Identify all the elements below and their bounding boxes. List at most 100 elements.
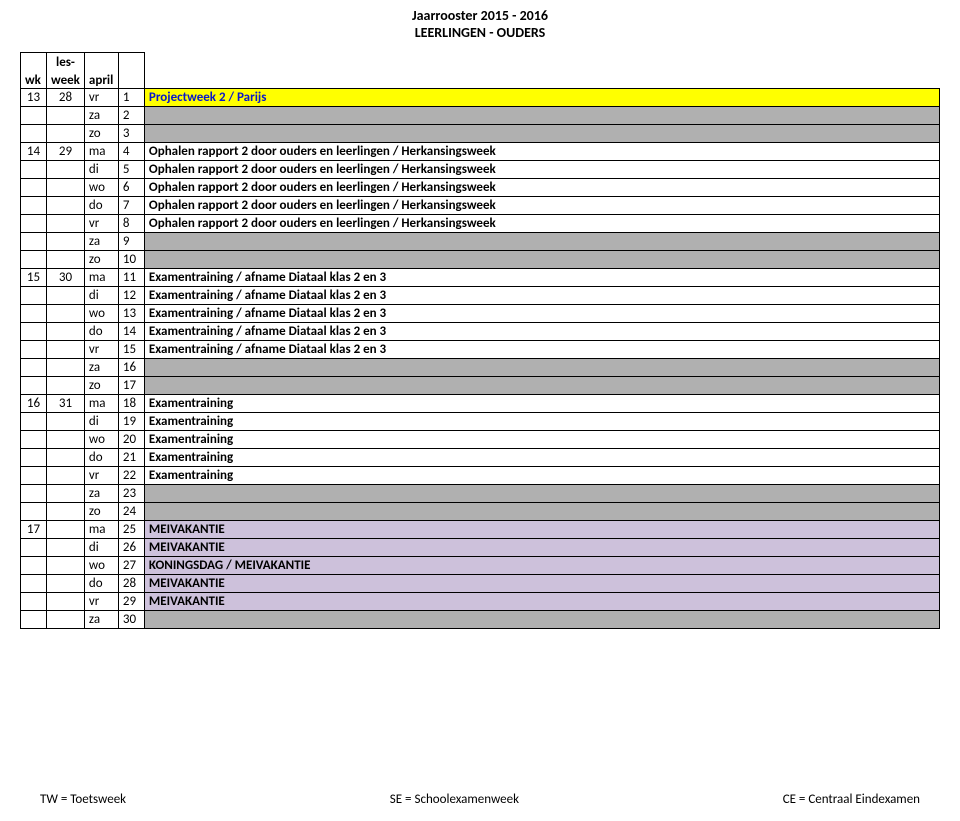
cell-day: vr: [84, 592, 118, 610]
cell-num: 5: [118, 160, 144, 178]
table-row: za30: [21, 610, 940, 628]
cell-num: 6: [118, 178, 144, 196]
cell-num: 29: [118, 592, 144, 610]
schedule-table: wk les- april week 1328vr1Projectweek 2 …: [20, 52, 940, 629]
cell-day: di: [84, 286, 118, 304]
cell-day: zo: [84, 502, 118, 520]
cell-num: 8: [118, 214, 144, 232]
cell-wk: [21, 556, 47, 574]
cell-num: 28: [118, 574, 144, 592]
cell-desc: [144, 124, 939, 142]
cell-day: zo: [84, 250, 118, 268]
cell-desc: Examentraining: [144, 466, 939, 484]
table-row: do14Examentraining / afname Diataal klas…: [21, 322, 940, 340]
col-header-month: april: [84, 52, 118, 88]
cell-lesweek: [47, 448, 85, 466]
cell-wk: [21, 196, 47, 214]
cell-wk: [21, 412, 47, 430]
table-row: di26MEIVAKANTIE: [21, 538, 940, 556]
cell-day: za: [84, 484, 118, 502]
footer-left: TW = Toetsweek: [40, 792, 126, 807]
table-row: do28MEIVAKANTIE: [21, 574, 940, 592]
cell-num: 20: [118, 430, 144, 448]
cell-num: 15: [118, 340, 144, 358]
cell-lesweek: [47, 106, 85, 124]
col-header-num: [118, 52, 144, 88]
cell-lesweek: [47, 304, 85, 322]
table-row: za2: [21, 106, 940, 124]
cell-wk: [21, 430, 47, 448]
cell-day: vr: [84, 88, 118, 106]
cell-wk: [21, 124, 47, 142]
cell-desc: MEIVAKANTIE: [144, 538, 939, 556]
cell-day: vr: [84, 466, 118, 484]
cell-day: wo: [84, 556, 118, 574]
cell-num: 3: [118, 124, 144, 142]
cell-num: 21: [118, 448, 144, 466]
cell-desc: [144, 250, 939, 268]
cell-wk: [21, 304, 47, 322]
cell-wk: [21, 322, 47, 340]
table-row: za9: [21, 232, 940, 250]
cell-num: 14: [118, 322, 144, 340]
table-row: za23: [21, 484, 940, 502]
table-row: zo17: [21, 376, 940, 394]
cell-day: za: [84, 358, 118, 376]
cell-lesweek: [47, 124, 85, 142]
cell-day: wo: [84, 430, 118, 448]
cell-lesweek: [47, 196, 85, 214]
cell-wk: [21, 448, 47, 466]
cell-num: 9: [118, 232, 144, 250]
cell-day: ma: [84, 142, 118, 160]
cell-num: 12: [118, 286, 144, 304]
col-header-wk: wk: [21, 52, 47, 88]
cell-lesweek: [47, 250, 85, 268]
cell-day: vr: [84, 340, 118, 358]
cell-wk: [21, 106, 47, 124]
cell-wk: [21, 358, 47, 376]
cell-wk: 17: [21, 520, 47, 538]
cell-num: 1: [118, 88, 144, 106]
table-row: wo27KONINGSDAG / MEIVAKANTIE: [21, 556, 940, 574]
table-row: 1328vr1Projectweek 2 / Parijs: [21, 88, 940, 106]
table-body: 1328vr1Projectweek 2 / Parijsza2zo31429m…: [21, 88, 940, 628]
cell-day: zo: [84, 124, 118, 142]
table-row: vr8Ophalen rapport 2 door ouders en leer…: [21, 214, 940, 232]
cell-wk: 15: [21, 268, 47, 286]
cell-wk: [21, 232, 47, 250]
cell-lesweek: [47, 214, 85, 232]
cell-lesweek: [47, 520, 85, 538]
schedule-table-wrap: wk les- april week 1328vr1Projectweek 2 …: [0, 42, 960, 629]
cell-day: di: [84, 160, 118, 178]
cell-num: 10: [118, 250, 144, 268]
cell-day: di: [84, 412, 118, 430]
footer-right: CE = Centraal Eindexamen: [783, 792, 920, 807]
cell-desc: [144, 232, 939, 250]
col-header-desc: [144, 52, 939, 88]
cell-day: do: [84, 196, 118, 214]
cell-wk: [21, 466, 47, 484]
cell-lesweek: [47, 322, 85, 340]
cell-lesweek: [47, 286, 85, 304]
cell-day: ma: [84, 394, 118, 412]
cell-num: 24: [118, 502, 144, 520]
page-footer: TW = Toetsweek SE = Schoolexamenweek CE …: [0, 792, 960, 807]
cell-lesweek: [47, 412, 85, 430]
cell-lesweek: [47, 358, 85, 376]
table-row: vr15Examentraining / afname Diataal klas…: [21, 340, 940, 358]
cell-day: wo: [84, 178, 118, 196]
cell-num: 22: [118, 466, 144, 484]
cell-wk: [21, 250, 47, 268]
cell-wk: [21, 484, 47, 502]
cell-desc: Ophalen rapport 2 door ouders en leerlin…: [144, 214, 939, 232]
cell-desc: Examentraining / afname Diataal klas 2 e…: [144, 304, 939, 322]
cell-desc: MEIVAKANTIE: [144, 520, 939, 538]
cell-num: 27: [118, 556, 144, 574]
table-row: za16: [21, 358, 940, 376]
cell-wk: [21, 286, 47, 304]
cell-day: do: [84, 448, 118, 466]
cell-lesweek: [47, 484, 85, 502]
cell-desc: Ophalen rapport 2 door ouders en leerlin…: [144, 142, 939, 160]
cell-desc: Examentraining: [144, 448, 939, 466]
cell-day: do: [84, 574, 118, 592]
